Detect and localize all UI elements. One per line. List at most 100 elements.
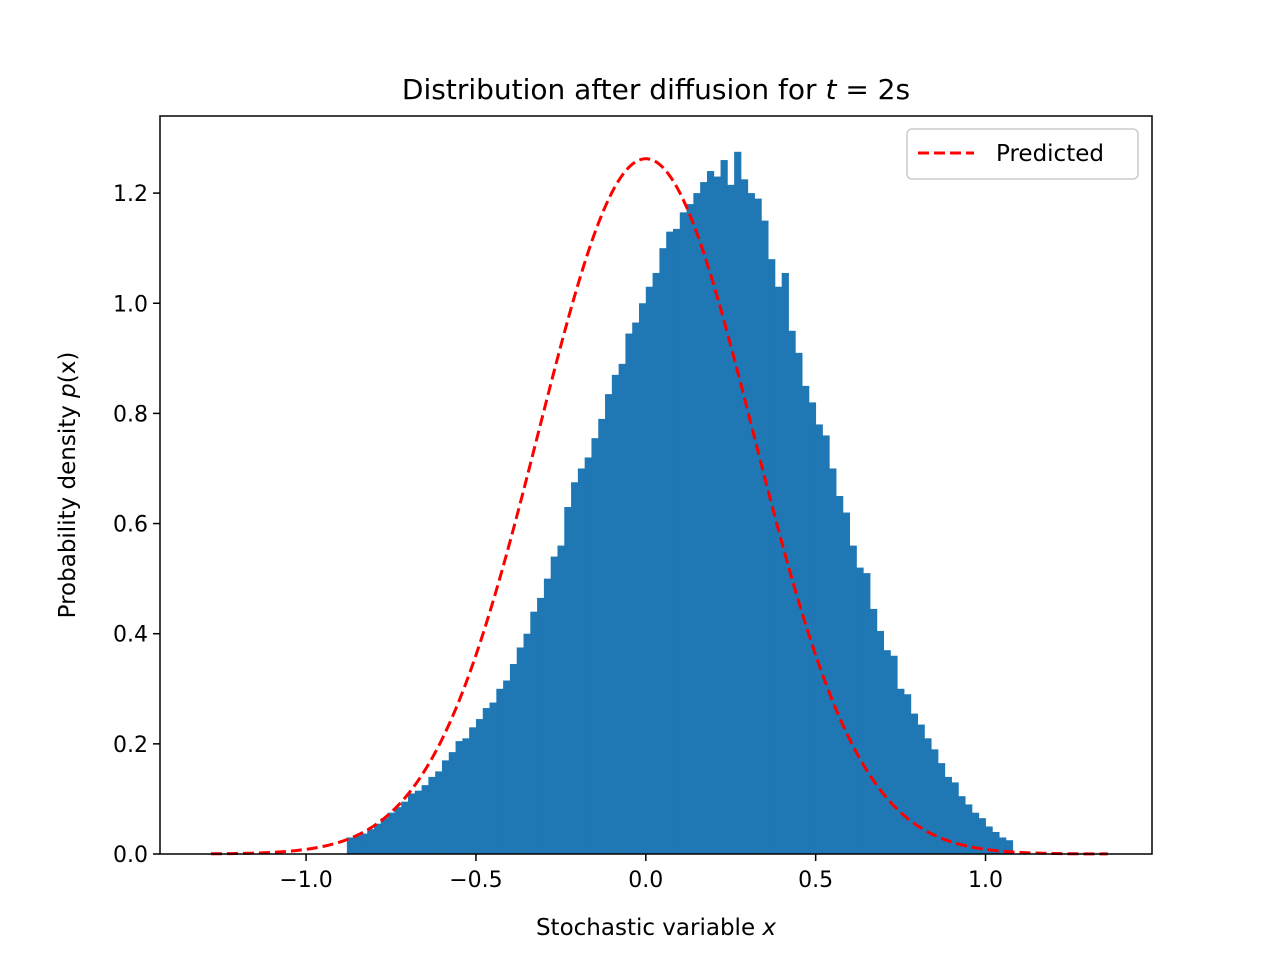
histogram-bar (537, 597, 545, 854)
histogram-bar (883, 650, 891, 854)
histogram-bar (788, 330, 796, 854)
histogram-bar (584, 457, 592, 854)
histogram-bar (394, 807, 402, 854)
histogram-bar (360, 833, 368, 854)
histogram-bar (958, 796, 966, 854)
histogram-bar (965, 804, 973, 854)
y-tick-label: 0.8 (113, 402, 148, 427)
histogram-bar (455, 741, 463, 854)
histogram-bar (931, 749, 939, 854)
histogram-bar (509, 663, 518, 854)
legend-label: Predicted (996, 141, 1104, 167)
histogram-bar (503, 680, 511, 854)
histogram-bar (774, 286, 783, 855)
histogram-bar (645, 286, 653, 855)
y-tick-label: 1.0 (113, 292, 148, 317)
y-tick-label: 0.6 (113, 513, 148, 538)
x-axis-ticks: −1.0 −0.5 0.0 0.5 1.0 (279, 854, 1003, 893)
chart-title: Distribution after diffusion for t = 2s (402, 73, 910, 106)
histogram-bar (856, 567, 864, 854)
histogram-bar (768, 259, 776, 854)
histogram-bar (374, 823, 382, 854)
x-axis-label: Stochastic variable x (536, 915, 776, 941)
predicted-curve (210, 157, 1108, 856)
y-tick-label: 0.2 (113, 733, 148, 758)
histogram-bar (971, 812, 980, 854)
histogram-bar (849, 545, 857, 854)
histogram-bar (1005, 840, 1014, 854)
histogram-bar (469, 727, 477, 854)
histogram-bar (543, 578, 552, 854)
histogram-bar (346, 837, 355, 854)
histogram-bar (720, 160, 728, 854)
histogram-bar (815, 424, 823, 854)
histogram-bar (924, 738, 932, 854)
histogram-bar (564, 507, 572, 854)
histogram-bar (870, 608, 878, 854)
histogram-bar (951, 782, 959, 854)
histogram-bar (625, 333, 633, 854)
histogram-bar (842, 512, 851, 854)
histogram-bar (516, 647, 524, 854)
histogram-bar (367, 829, 375, 854)
histogram-bar (686, 204, 694, 854)
histogram-bar (577, 468, 586, 854)
histogram-bar (999, 837, 1007, 854)
histogram-bar (639, 303, 647, 854)
histogram-bar (876, 630, 885, 854)
histogram-bar (489, 702, 497, 854)
histogram-bar (408, 793, 416, 854)
histogram-bar (618, 363, 626, 854)
histogram-bar (761, 220, 769, 854)
histogram-bar (387, 812, 395, 854)
histogram-bar (496, 688, 504, 854)
legend-box (906, 128, 1139, 180)
histogram-bar (428, 776, 436, 854)
histogram-bar (992, 831, 1000, 854)
histogram-bar (475, 719, 484, 854)
legend: Predicted (906, 128, 1139, 180)
histogram-bar (380, 818, 389, 854)
predicted-line (210, 157, 1108, 856)
histogram-bar (611, 374, 620, 854)
histogram-bar (836, 496, 844, 854)
histogram-bar (605, 394, 613, 854)
histogram-bar (448, 752, 456, 854)
y-tick-label: 0.4 (113, 623, 148, 648)
histogram-bar (890, 655, 898, 854)
histogram-bar (441, 760, 450, 854)
x-tick-label: 0.5 (798, 868, 833, 893)
y-axis-label: Probability density p(x) (55, 352, 81, 619)
histogram-bar (679, 212, 687, 854)
histogram-bar (482, 708, 490, 854)
x-tick-label: −1.0 (279, 868, 332, 893)
histogram-bar (727, 184, 735, 855)
histogram-bar (904, 694, 912, 854)
histogram-bar (550, 556, 558, 854)
histogram-bar (910, 713, 918, 854)
histogram-bar (978, 818, 986, 854)
histogram-bar (557, 545, 565, 854)
plot-frame (159, 115, 1153, 855)
histogram-bar (672, 228, 681, 854)
histogram-bar (754, 198, 762, 855)
histogram-bar (808, 402, 817, 854)
histogram-bar (652, 272, 660, 855)
histogram-bar (917, 724, 925, 854)
y-tick-label: 0.0 (113, 843, 148, 868)
histogram-bar (632, 322, 640, 854)
histogram-bar (829, 468, 837, 854)
histogram-bar (713, 176, 721, 854)
histogram-bar (822, 435, 830, 854)
histogram-bar (421, 785, 429, 854)
y-axis-ticks: 0.0 0.2 0.4 0.6 0.8 1.0 1.2 (113, 182, 160, 868)
x-tick-label: 1.0 (968, 868, 1003, 893)
histogram-bars (346, 151, 1014, 855)
histogram-bar (414, 790, 422, 854)
histogram-bar (659, 248, 667, 854)
histogram-bar (401, 801, 409, 854)
histogram-bar (693, 193, 701, 855)
histogram-bar (462, 738, 470, 854)
histogram-bar (523, 633, 531, 854)
